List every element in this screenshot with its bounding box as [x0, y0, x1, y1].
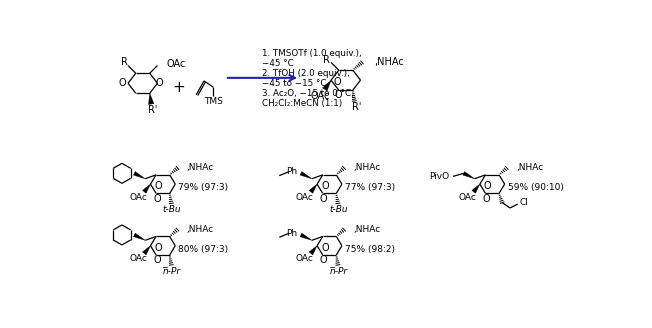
- Text: Ph: Ph: [286, 229, 297, 238]
- Polygon shape: [300, 233, 312, 240]
- Polygon shape: [300, 172, 312, 179]
- Text: 75% (98:2): 75% (98:2): [345, 245, 395, 254]
- Text: O: O: [156, 78, 164, 88]
- Text: Ȯ: Ȯ: [155, 243, 162, 253]
- Text: O: O: [319, 194, 327, 204]
- Text: OAc: OAc: [458, 193, 477, 202]
- Text: t-Bu: t-Bu: [163, 205, 181, 214]
- Text: ,NHAc: ,NHAc: [353, 225, 381, 234]
- Text: −45 °C: −45 °C: [262, 59, 294, 68]
- Text: Ph: Ph: [286, 167, 297, 176]
- Text: t-Bu: t-Bu: [329, 205, 348, 214]
- Text: 2. TfOH (2.0 equiv.),: 2. TfOH (2.0 equiv.),: [262, 69, 350, 78]
- Text: OAc: OAc: [129, 193, 147, 202]
- Text: OAc: OAc: [296, 193, 314, 202]
- Text: R: R: [323, 55, 330, 65]
- Text: Ȯ: Ȯ: [484, 181, 492, 192]
- Text: 3. Ac₂O, −15 to 0 °C,: 3. Ac₂O, −15 to 0 °C,: [262, 89, 354, 98]
- Polygon shape: [134, 172, 145, 179]
- Text: ,NHAc: ,NHAc: [374, 57, 404, 68]
- Polygon shape: [142, 246, 151, 255]
- Text: OAc: OAc: [310, 91, 330, 101]
- Polygon shape: [309, 184, 317, 193]
- Text: O: O: [482, 194, 490, 204]
- Polygon shape: [472, 184, 480, 193]
- Text: 59% (90:10): 59% (90:10): [508, 183, 563, 193]
- Text: O: O: [118, 78, 126, 88]
- Text: −45 to −15 °C: −45 to −15 °C: [262, 79, 327, 88]
- Text: TMS: TMS: [204, 97, 223, 106]
- Text: Ȯ: Ȯ: [321, 181, 329, 192]
- Text: PivO: PivO: [429, 172, 449, 181]
- Text: 79% (97:3): 79% (97:3): [179, 183, 228, 193]
- Text: Ȯ: Ȯ: [333, 77, 341, 87]
- Text: Cl: Cl: [520, 198, 528, 207]
- Text: O: O: [153, 194, 160, 204]
- Text: 80% (97:3): 80% (97:3): [179, 245, 228, 254]
- Polygon shape: [142, 184, 151, 193]
- Polygon shape: [134, 233, 145, 240]
- Text: CH₂Cl₂:MeCN (1:1): CH₂Cl₂:MeCN (1:1): [262, 99, 342, 108]
- Text: OAc: OAc: [296, 254, 314, 263]
- Text: n̅-Pr: n̅-Pr: [163, 267, 181, 276]
- Text: Ȯ: Ȯ: [321, 243, 329, 253]
- Text: ,NHAc: ,NHAc: [516, 163, 543, 173]
- Text: O: O: [319, 256, 327, 265]
- Polygon shape: [463, 172, 475, 179]
- Text: OAc: OAc: [167, 59, 186, 69]
- Text: R': R': [148, 105, 158, 115]
- Text: O: O: [153, 256, 160, 265]
- Polygon shape: [149, 93, 154, 104]
- Polygon shape: [309, 246, 317, 255]
- Text: O: O: [334, 90, 342, 100]
- Text: +: +: [172, 80, 185, 94]
- Text: ,NHAc: ,NHAc: [186, 225, 214, 234]
- Text: R: R: [121, 57, 128, 68]
- Text: OAc: OAc: [129, 254, 147, 263]
- Text: ,NHAc: ,NHAc: [186, 163, 214, 173]
- Text: 77% (97:3): 77% (97:3): [345, 183, 395, 193]
- Text: ,NHAc: ,NHAc: [353, 163, 381, 173]
- Polygon shape: [323, 80, 331, 91]
- Text: R': R': [352, 102, 361, 112]
- Text: Ȯ: Ȯ: [155, 181, 162, 192]
- Text: 1. TMSOTf (1.0 equiv.),: 1. TMSOTf (1.0 equiv.),: [262, 49, 362, 58]
- Text: n̅-Pr: n̅-Pr: [329, 267, 348, 276]
